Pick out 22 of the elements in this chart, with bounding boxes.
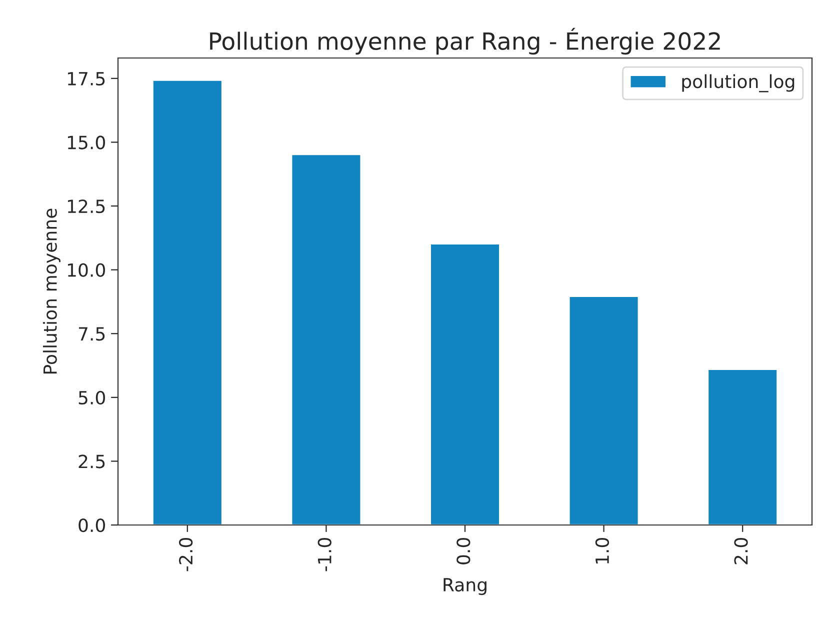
x-tick-label: 2.0	[734, 538, 748, 564]
y-tick-label: 12.5	[68, 199, 105, 214]
y-tick-label: 10.0	[68, 263, 105, 277]
x-tick-label: -1.0	[318, 538, 332, 572]
x-axis-title: Rang	[444, 578, 486, 596]
bar	[568, 296, 640, 525]
x-tick-label: -2.0	[178, 538, 193, 572]
bar	[290, 154, 362, 525]
bar	[152, 80, 223, 525]
bar	[430, 243, 500, 525]
y-tick-label: 7.5	[78, 327, 105, 341]
legend-label: pollution_log	[682, 74, 794, 92]
y-axis-title: Pollution moyenne	[42, 208, 60, 374]
y-tick-label: 15.0	[68, 136, 105, 150]
chart-title: Pollution moyenne par Rang - Énergie 2022	[210, 28, 720, 55]
x-tick-label: 0.0	[456, 538, 470, 564]
y-tick-label: 2.5	[78, 454, 105, 468]
y-tick-label: 17.5	[68, 72, 105, 86]
x-tick-label: 1.0	[595, 538, 610, 564]
bar	[707, 368, 778, 525]
y-tick-label: 0.0	[78, 518, 105, 532]
y-tick-label: 5.0	[78, 390, 105, 405]
